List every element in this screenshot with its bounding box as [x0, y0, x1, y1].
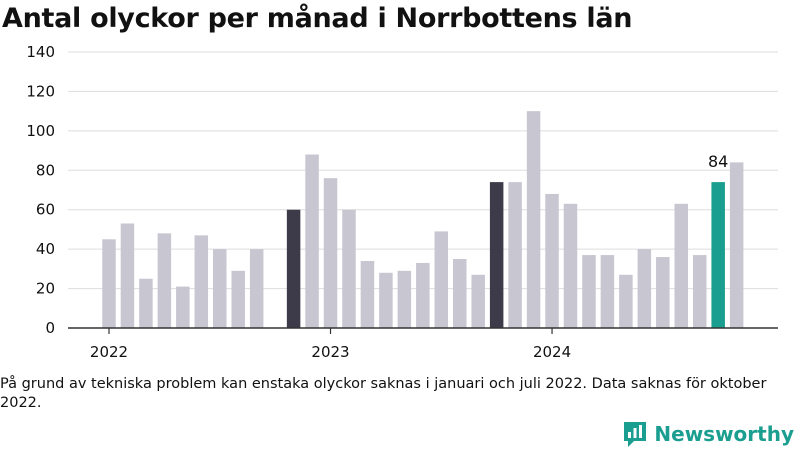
- bar: [379, 272, 393, 328]
- y-tick-label: 80: [36, 161, 55, 179]
- bar: [434, 231, 449, 328]
- bar: [489, 182, 504, 328]
- chart-footnote: På grund av tekniska problem kan enstaka…: [0, 376, 767, 411]
- x-tick-label: 2023: [311, 343, 349, 361]
- grid-layer: [68, 51, 778, 290]
- bar: [213, 249, 227, 328]
- bar: [305, 154, 319, 328]
- bar: [231, 270, 245, 328]
- y-tick-label: 40: [36, 240, 55, 258]
- bar: [194, 235, 209, 328]
- bar: [674, 203, 689, 328]
- newsworthy-logo: Newsworthy: [622, 420, 794, 448]
- bar: [600, 255, 615, 328]
- bar-chart: 0 20 40 60 80 100 120 140 2022 2023 2024 84: [26, 43, 778, 361]
- bar: [249, 249, 264, 328]
- bar: [102, 239, 116, 328]
- bar: [545, 193, 559, 328]
- bar: [508, 182, 522, 328]
- bar: [526, 111, 541, 328]
- bar: [176, 286, 190, 328]
- bar: [416, 262, 430, 328]
- bar: [323, 178, 338, 328]
- bar: [619, 274, 633, 328]
- y-tick-label: 100: [26, 122, 55, 140]
- y-tick-label: 20: [36, 280, 55, 298]
- bar: [286, 209, 301, 328]
- bar: [397, 270, 412, 328]
- axis-layer: [68, 327, 778, 334]
- bar: [692, 255, 707, 328]
- newsworthy-bubble-icon: [624, 422, 647, 447]
- logo-text: Newsworthy: [654, 422, 794, 446]
- y-tick-label: 60: [36, 201, 55, 219]
- bar: [656, 257, 670, 328]
- bar: [563, 203, 578, 328]
- data-label: 84: [708, 152, 728, 171]
- bar-layer: [102, 111, 744, 328]
- bar: [729, 162, 744, 328]
- bar: [157, 233, 172, 328]
- y-tick-label: 120: [26, 82, 55, 100]
- bar: [637, 249, 652, 328]
- x-tick-label: 2024: [533, 343, 571, 361]
- bar: [342, 209, 356, 328]
- chart-title: Antal olyckor per månad i Norrbottens lä…: [2, 3, 633, 34]
- bar: [582, 255, 596, 328]
- bar: [139, 278, 153, 328]
- label-layer: 0 20 40 60 80 100 120 140 2022 2023 2024 84: [26, 43, 728, 361]
- bar: [471, 274, 485, 328]
- y-tick-label: 0: [45, 319, 55, 337]
- bar: [452, 259, 467, 328]
- bar: [120, 223, 135, 328]
- bar: [360, 260, 375, 328]
- x-tick-label: 2022: [90, 343, 128, 361]
- y-tick-label: 140: [26, 43, 55, 61]
- bar: [711, 182, 725, 328]
